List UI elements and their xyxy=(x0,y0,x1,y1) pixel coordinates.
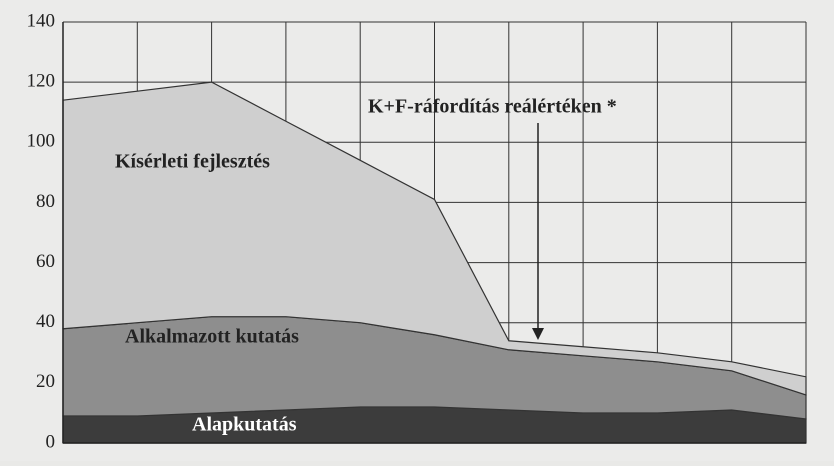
x-tick-label: 1994 xyxy=(713,457,752,461)
x-tick-label: 1995 xyxy=(787,457,825,461)
arrow-head xyxy=(532,328,544,340)
y-tick-label: 80 xyxy=(36,191,55,212)
y-tick-label: 100 xyxy=(27,131,56,152)
x-tick-label: 1990 xyxy=(416,457,454,461)
area xyxy=(62,81,807,396)
x-tick-label: 1986 xyxy=(118,457,156,461)
y-tick-label: 140 xyxy=(27,10,56,31)
y-tick-label: 40 xyxy=(36,311,55,332)
x-tick-label: 1988 xyxy=(267,457,305,461)
series-label: Alkalmazott kutatás xyxy=(125,326,299,348)
y-tick-label: 0 xyxy=(46,431,56,452)
x-tick-label: 1991 xyxy=(490,457,528,461)
x-tick-label: 1985 xyxy=(44,457,82,461)
series-label: Alapkutatás xyxy=(192,414,297,436)
y-tick-label: 120 xyxy=(27,71,56,92)
y-tick-label: 20 xyxy=(36,371,55,392)
y-tick-label: 60 xyxy=(36,251,55,272)
x-tick-label: 1992 xyxy=(564,457,602,461)
x-tick-label: 1993 xyxy=(638,457,676,461)
x-tick-label: 1989 xyxy=(341,457,379,461)
annotation: K+F-ráfordítás reálértéken * xyxy=(368,96,617,118)
series-label: Kísérleti fejlesztés xyxy=(115,151,270,173)
x-tick-label: 1987 xyxy=(193,457,231,461)
